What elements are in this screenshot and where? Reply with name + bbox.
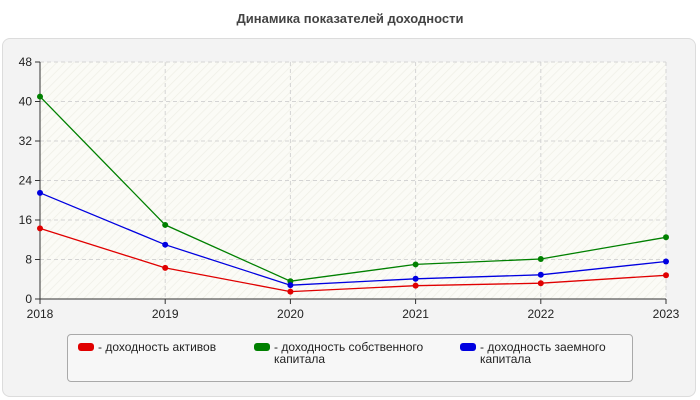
data-point-0-4[interactable]: [537, 280, 544, 287]
data-point-0-1[interactable]: [162, 264, 169, 271]
y-tick-label: 0: [25, 292, 32, 306]
x-tick-label: 2018: [27, 307, 54, 321]
data-point-0-0[interactable]: [37, 225, 43, 232]
legend-item-equity[interactable]: - доходность собственного капитала: [254, 341, 434, 365]
legend-item-debt[interactable]: - доходность заемного капитала: [460, 341, 640, 365]
legend-swatch-equity: [254, 343, 270, 351]
y-tick-label: 16: [19, 213, 33, 227]
data-point-1-5[interactable]: [663, 234, 669, 241]
legend-label-debt: - доходность заемного капитала: [480, 340, 606, 366]
x-tick-label: 2023: [653, 307, 680, 321]
series-line-1: [39, 96, 667, 282]
x-tick-label: 2020: [277, 307, 304, 321]
x-tick-labels: 2018 2019 2020 2021 2022 2023: [27, 307, 680, 321]
y-tick-label: 40: [19, 95, 33, 109]
y-tick-label: 48: [19, 55, 33, 69]
x-tick-label: 2021: [402, 307, 429, 321]
data-point-1-4[interactable]: [537, 256, 544, 263]
axes: [35, 61, 667, 304]
series-line-2: [39, 192, 667, 286]
y-tick-label: 32: [19, 134, 33, 148]
data-point-2-5[interactable]: [663, 258, 669, 265]
data-point-2-4[interactable]: [537, 271, 544, 278]
data-point-2-1[interactable]: [162, 241, 169, 248]
data-point-2-2[interactable]: [287, 282, 294, 289]
legend: - доходность активов - доходность собств…: [67, 334, 633, 382]
y-tick-labels: 0 8 16 24 32 40 48: [19, 55, 33, 306]
data-point-1-3[interactable]: [412, 261, 419, 268]
x-tick-label: 2022: [527, 307, 554, 321]
data-point-1-0[interactable]: [37, 93, 43, 100]
series-line-0: [39, 227, 667, 293]
data-point-2-3[interactable]: [412, 275, 419, 282]
data-point-0-5[interactable]: [663, 272, 669, 279]
data-point-0-2[interactable]: [287, 288, 294, 295]
y-tick-label: 24: [19, 174, 33, 188]
legend-item-assets[interactable]: - доходность активов: [78, 341, 258, 353]
data-point-1-1[interactable]: [162, 221, 169, 228]
series-lines: [39, 96, 667, 293]
legend-swatch-assets: [78, 343, 94, 351]
series-points: [37, 93, 669, 295]
data-point-2-0[interactable]: [37, 189, 43, 196]
chart-title: Динамика показателей доходности: [236, 11, 464, 26]
legend-swatch-debt: [460, 343, 476, 351]
y-tick-label: 8: [25, 253, 32, 267]
legend-label-assets: - доходность активов: [98, 340, 217, 354]
legend-label-equity: - доходность собственного капитала: [274, 340, 424, 366]
x-tick-label: 2019: [152, 307, 179, 321]
data-point-0-3[interactable]: [412, 282, 419, 289]
